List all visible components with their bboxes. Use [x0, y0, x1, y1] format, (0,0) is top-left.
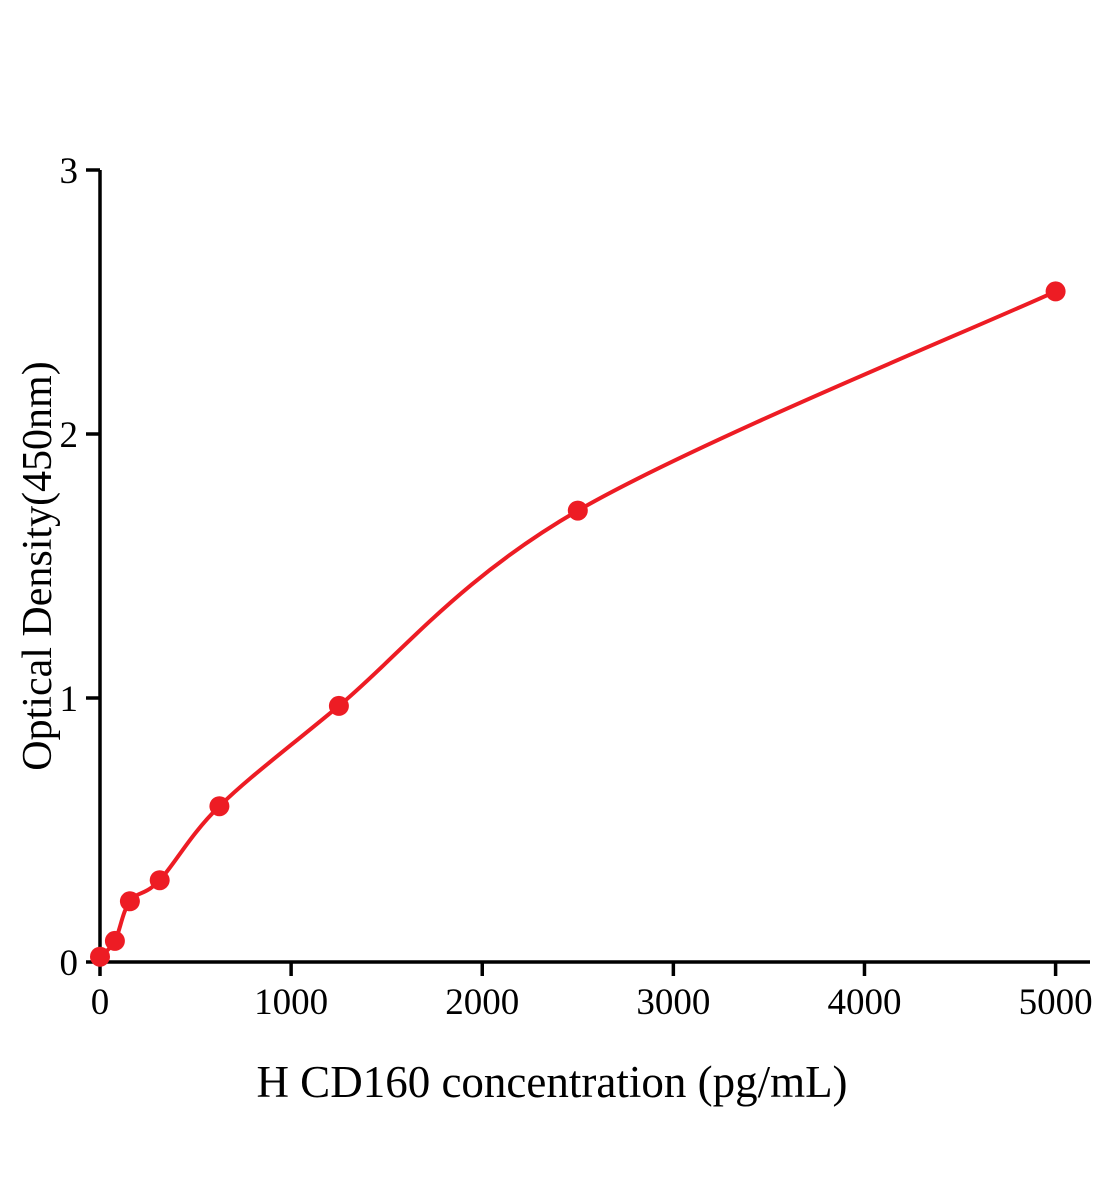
data-point	[149, 870, 170, 891]
data-point	[90, 946, 110, 967]
data-point	[104, 930, 125, 951]
y-tick-label: 1	[60, 679, 79, 720]
data-point	[209, 796, 230, 817]
y-tick-label: 2	[60, 415, 79, 456]
x-tick-label: 2000	[445, 982, 519, 1023]
x-tick-label: 1000	[254, 982, 328, 1023]
x-axis-title: H CD160 concentration (pg/mL)	[256, 1057, 848, 1107]
data-point	[328, 695, 349, 716]
fitted-curve	[98, 289, 1058, 959]
y-tick-label: 0	[60, 943, 79, 984]
y-axis-title: Optical Density(450nm)	[15, 361, 61, 771]
x-tick-label: 3000	[636, 982, 710, 1023]
x-tick-label: 0	[91, 982, 110, 1023]
data-point	[119, 891, 140, 912]
data-point	[1045, 281, 1066, 302]
x-tick-label: 4000	[827, 982, 901, 1023]
y-tick-label: 3	[60, 151, 79, 192]
data-point	[567, 500, 588, 521]
x-tick-label: 5000	[1019, 982, 1093, 1023]
